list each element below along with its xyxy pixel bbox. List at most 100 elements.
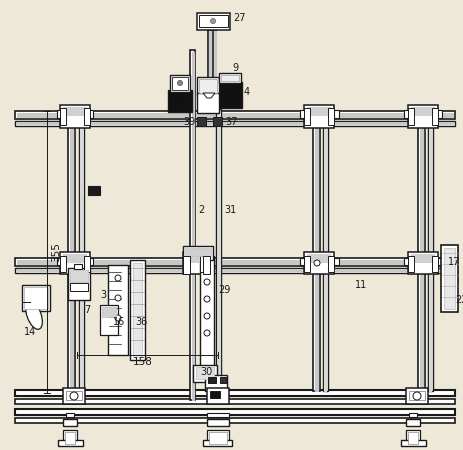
Bar: [408, 108, 414, 125]
Bar: [323, 109, 328, 391]
Text: 30: 30: [200, 367, 212, 377]
Bar: [404, 110, 409, 118]
Bar: [17, 269, 453, 271]
Bar: [66, 413, 74, 417]
Bar: [437, 110, 442, 118]
Bar: [214, 31, 216, 111]
Bar: [221, 75, 239, 81]
Bar: [133, 263, 142, 357]
Bar: [307, 254, 330, 262]
Bar: [15, 258, 455, 266]
Bar: [100, 305, 118, 335]
Bar: [207, 413, 229, 417]
Text: 39: 39: [183, 117, 195, 127]
Bar: [193, 365, 217, 382]
Text: 355: 355: [51, 242, 61, 262]
Bar: [313, 109, 320, 391]
Bar: [197, 117, 206, 126]
Bar: [108, 265, 128, 355]
Bar: [197, 77, 219, 95]
Text: 11: 11: [355, 280, 367, 290]
Bar: [66, 391, 82, 400]
Circle shape: [211, 18, 215, 23]
Bar: [172, 77, 188, 90]
Bar: [63, 254, 86, 262]
Text: 16: 16: [113, 317, 125, 327]
Text: 158: 158: [133, 357, 153, 367]
Bar: [404, 258, 409, 265]
Bar: [406, 388, 428, 404]
Bar: [170, 75, 190, 92]
Bar: [183, 256, 190, 274]
Bar: [408, 256, 414, 272]
Bar: [213, 117, 222, 126]
Bar: [88, 258, 93, 265]
Bar: [406, 430, 420, 445]
Bar: [218, 82, 242, 108]
Bar: [199, 15, 228, 27]
Bar: [63, 419, 77, 426]
Bar: [22, 285, 50, 311]
Bar: [304, 105, 334, 128]
Bar: [437, 258, 442, 265]
Bar: [84, 108, 90, 125]
Bar: [328, 256, 334, 272]
Bar: [208, 30, 211, 112]
Ellipse shape: [25, 301, 42, 329]
Bar: [406, 419, 420, 426]
Bar: [441, 245, 458, 312]
Circle shape: [115, 315, 121, 321]
Circle shape: [115, 295, 121, 301]
Bar: [60, 256, 66, 272]
Text: 9: 9: [232, 63, 238, 73]
Bar: [220, 377, 226, 383]
Bar: [196, 367, 214, 379]
Text: 31: 31: [224, 205, 236, 215]
Bar: [199, 79, 217, 93]
Bar: [203, 440, 232, 446]
Bar: [197, 93, 219, 113]
Bar: [68, 109, 75, 391]
Bar: [15, 399, 455, 404]
Bar: [408, 432, 418, 444]
Bar: [334, 110, 339, 118]
Bar: [432, 256, 438, 272]
Bar: [70, 283, 88, 291]
Bar: [304, 252, 334, 274]
Text: 36: 36: [135, 317, 147, 327]
Bar: [418, 109, 425, 391]
Bar: [203, 256, 210, 274]
Circle shape: [204, 279, 210, 285]
Bar: [17, 122, 453, 124]
Bar: [324, 111, 326, 391]
Text: 7: 7: [84, 305, 90, 315]
Bar: [84, 256, 90, 272]
Bar: [408, 105, 438, 128]
Circle shape: [70, 392, 78, 400]
Bar: [408, 252, 438, 274]
Bar: [304, 108, 310, 125]
Bar: [74, 264, 82, 269]
Bar: [60, 108, 66, 125]
Bar: [17, 113, 453, 117]
Bar: [304, 256, 310, 272]
Bar: [80, 111, 82, 391]
Bar: [68, 268, 90, 300]
Bar: [79, 109, 84, 391]
Bar: [208, 377, 216, 383]
Circle shape: [204, 296, 210, 302]
Bar: [65, 432, 75, 444]
Bar: [24, 287, 48, 309]
Circle shape: [413, 392, 421, 400]
Bar: [190, 50, 195, 400]
Bar: [57, 258, 62, 265]
Bar: [409, 413, 417, 417]
Bar: [15, 418, 455, 423]
Circle shape: [204, 330, 210, 336]
Text: 3: 3: [100, 290, 106, 300]
Text: 27: 27: [233, 13, 245, 23]
Bar: [200, 256, 214, 368]
Bar: [15, 268, 455, 273]
Circle shape: [177, 81, 182, 86]
Bar: [207, 430, 229, 445]
